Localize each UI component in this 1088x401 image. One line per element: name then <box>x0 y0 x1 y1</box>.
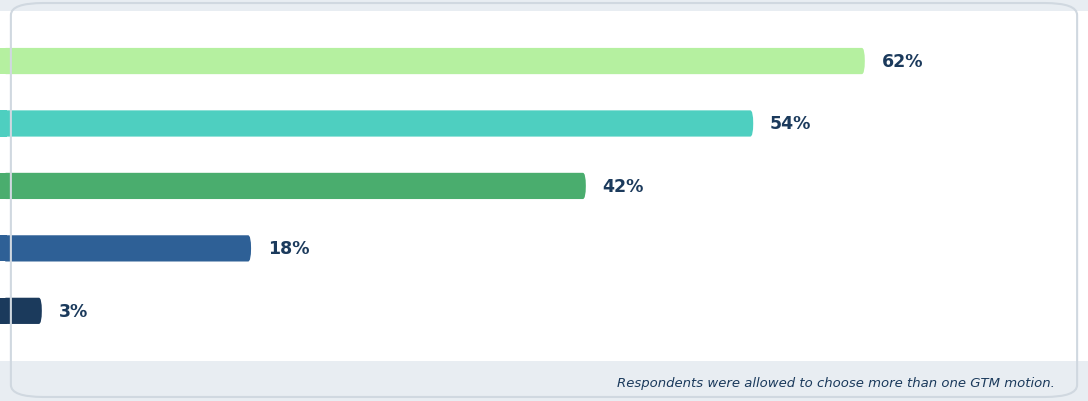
FancyBboxPatch shape <box>3 298 41 324</box>
Bar <box>0 173 8 200</box>
Bar <box>0 236 8 262</box>
Text: Respondents were allowed to choose more than one GTM motion.: Respondents were allowed to choose more … <box>618 376 1055 389</box>
Bar <box>0 111 8 137</box>
FancyBboxPatch shape <box>3 173 585 200</box>
FancyBboxPatch shape <box>3 236 251 262</box>
Bar <box>0 49 8 75</box>
Bar <box>0 298 8 324</box>
FancyBboxPatch shape <box>3 111 753 137</box>
FancyBboxPatch shape <box>3 49 865 75</box>
Text: 54%: 54% <box>770 115 812 133</box>
Text: 42%: 42% <box>603 178 644 195</box>
Text: 62%: 62% <box>881 53 923 71</box>
Text: 18%: 18% <box>268 240 309 258</box>
Text: 3%: 3% <box>59 302 88 320</box>
